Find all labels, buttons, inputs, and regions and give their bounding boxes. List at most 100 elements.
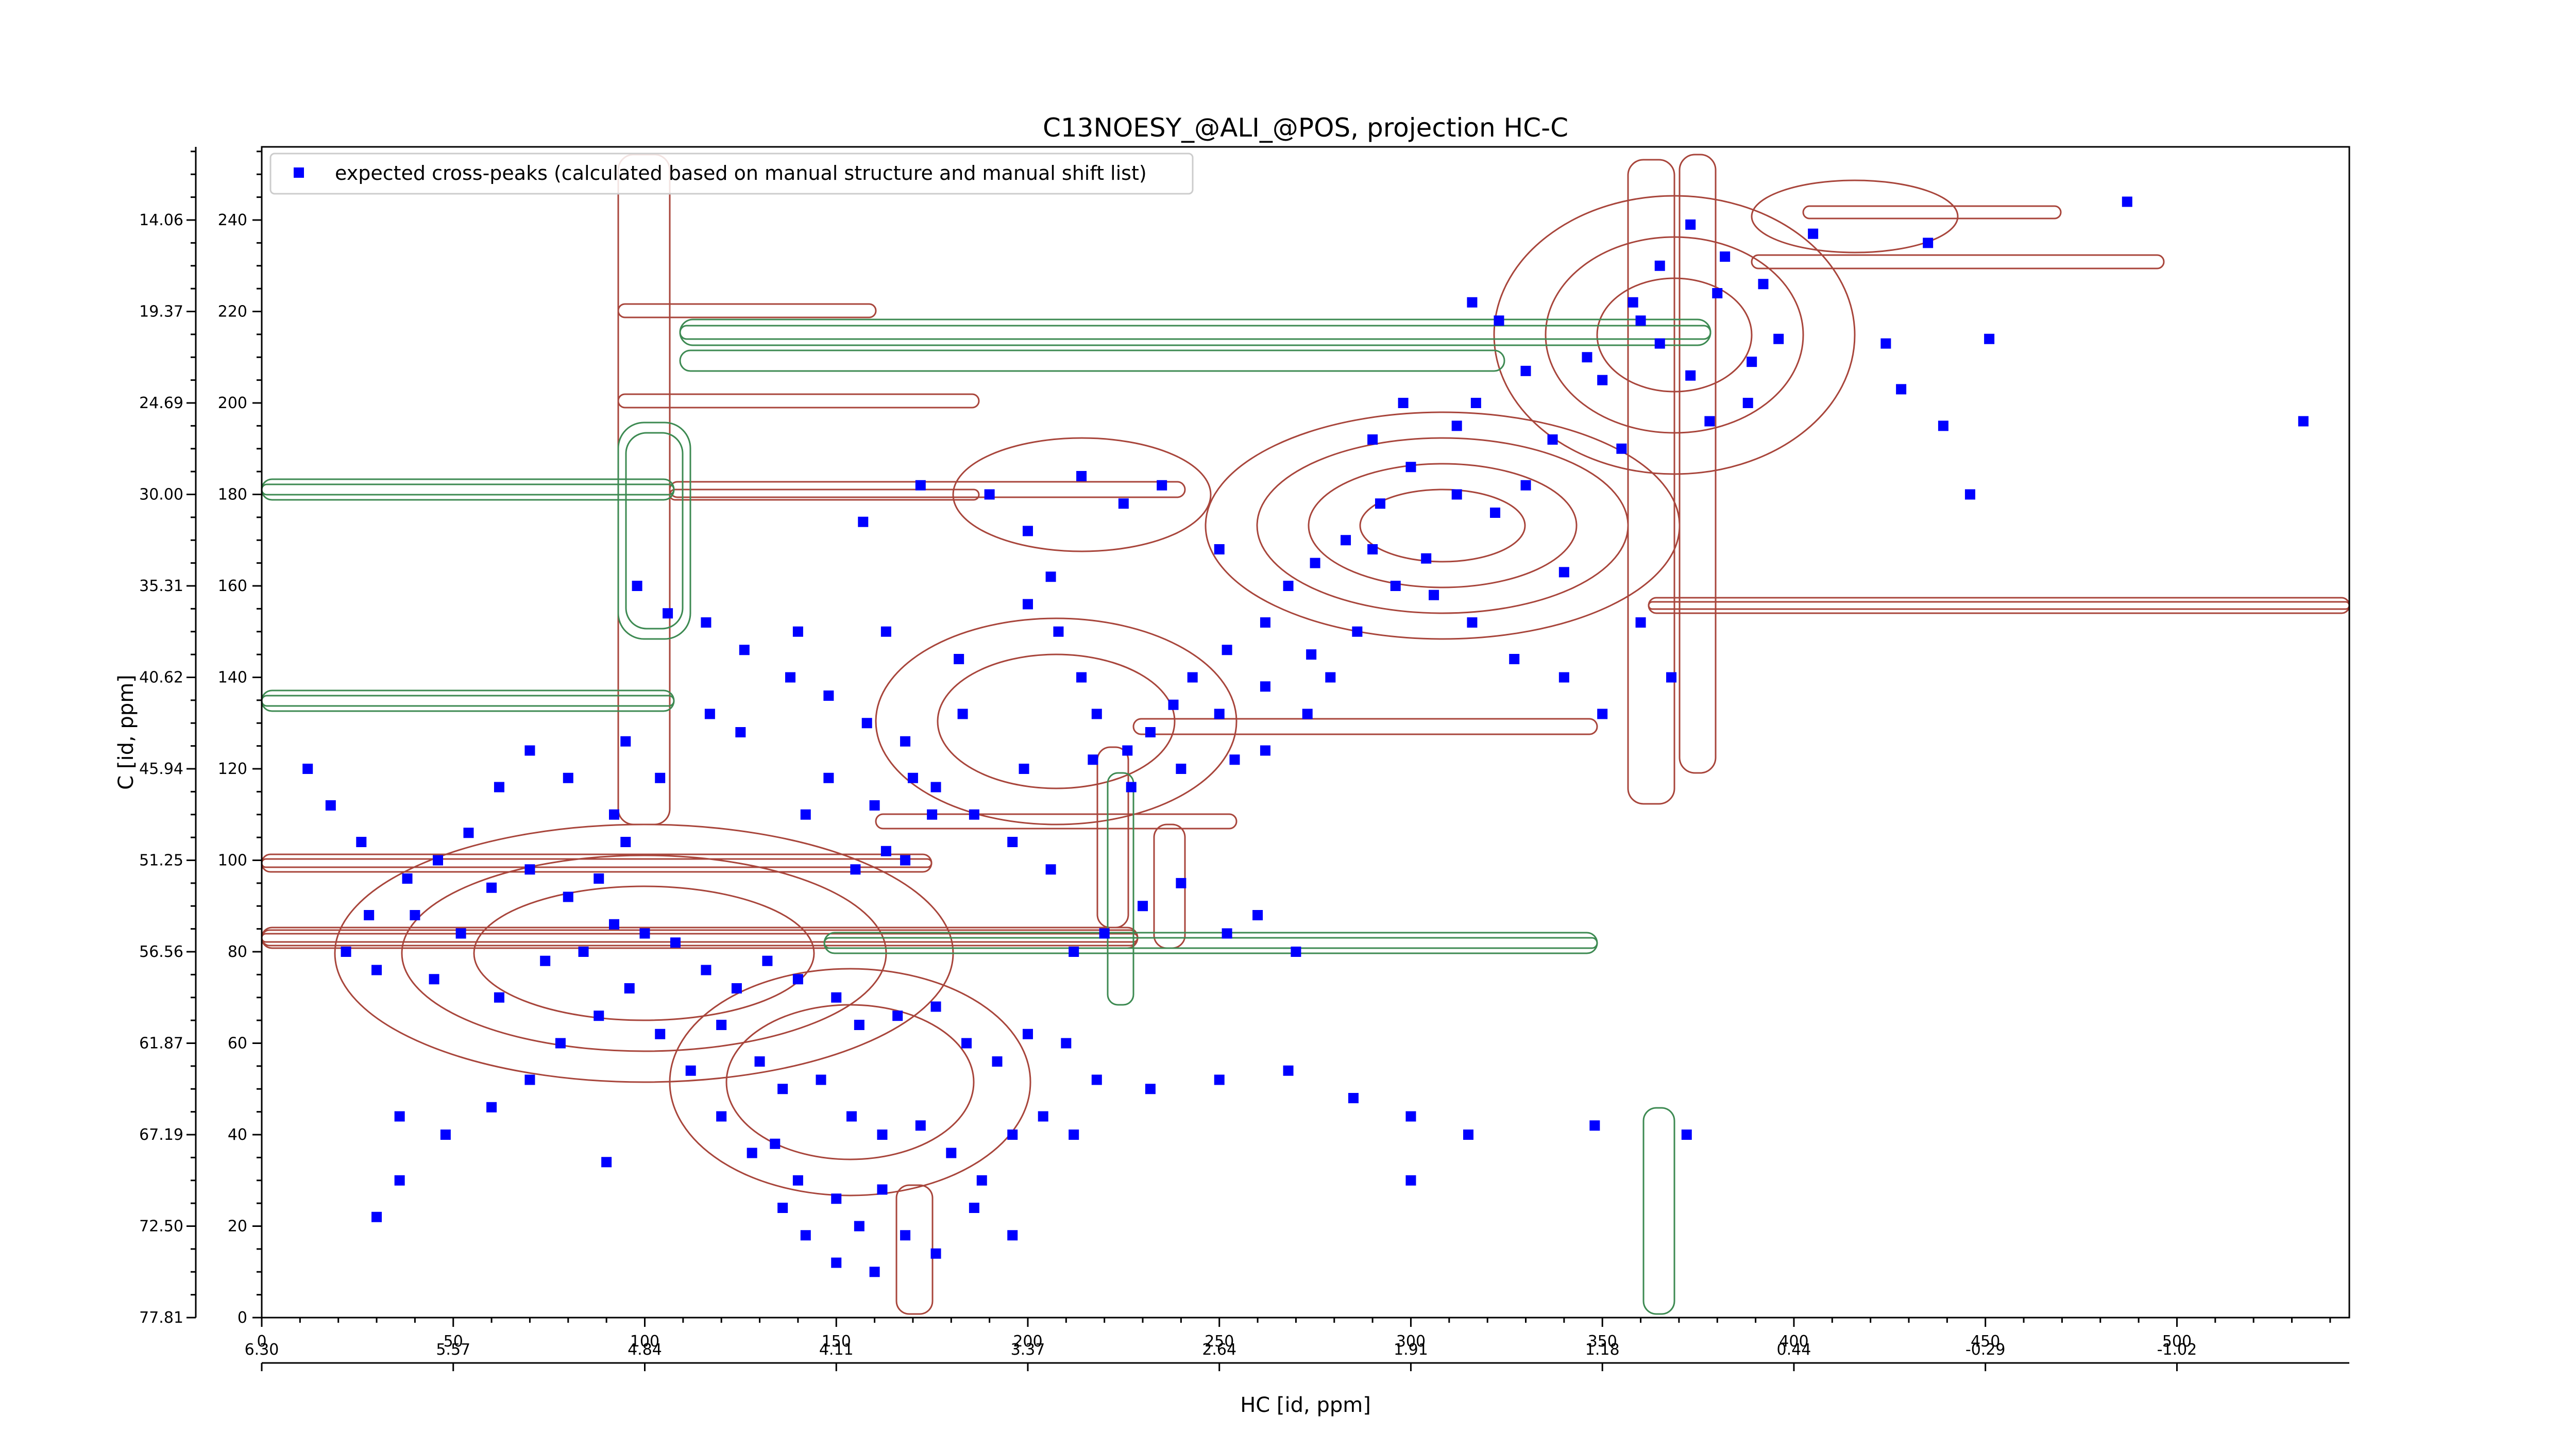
cross-peak-point [1310,558,1320,568]
cross-peak-point [777,1084,788,1094]
x-secondary-tick-label: 5.57 [436,1341,470,1359]
cross-peak-point [1470,398,1481,408]
contour-band [1627,159,1675,805]
cross-peak-point [1283,581,1294,591]
cross-peak-point [1007,1130,1018,1140]
cross-peak-point [1045,864,1056,875]
cross-peak-point [846,1111,857,1122]
negative-contour-band [262,483,675,496]
y-secondary-tick-label: 40.62 [139,669,183,687]
cross-peak-point [816,1074,826,1085]
x-axis-label: HC [id, ppm] [1240,1393,1371,1417]
cross-peak-point [735,727,746,737]
cross-peak-point [1896,384,1907,395]
cross-peak-point [563,891,573,902]
cross-peak-point [701,965,711,975]
cross-peak-point [1467,297,1478,308]
y-secondary-tick-label: 45.94 [139,760,183,778]
cross-peak-point [992,1056,1003,1067]
y-secondary-tick-label: 35.31 [139,577,183,595]
cross-peak-point [639,928,650,939]
cross-peak-point [402,873,413,884]
cross-peak-point [1405,462,1416,473]
contour-cluster [1359,488,1526,563]
cross-peak-point [632,581,642,591]
y-axis-secondary: 77.81 72.50 67.19 61.87 56.56 51.25 45.94 40.62… [139,147,197,1327]
cross-peak-point [1007,837,1018,847]
y-secondary-tick-label: 24.69 [139,394,183,412]
cross-peak-point [1076,672,1087,683]
contour-cluster [1256,437,1629,614]
cross-peak-point [1712,288,1723,298]
x-tick-label: 0 [257,1333,266,1351]
cross-peak-point [1398,398,1409,408]
cross-peak-point [486,882,497,893]
y-tick-label: 240 [218,211,247,229]
cross-peak-point [1214,709,1225,719]
cross-peak-point [1681,1130,1692,1140]
cross-peak-point [302,764,313,774]
cross-peak-point [440,1130,451,1140]
cross-peak-point [1007,1230,1018,1241]
cross-peak-point [486,1102,497,1113]
cross-peak-point [900,736,911,747]
cross-peak-point [792,626,803,637]
y-tick-label: 160 [218,577,247,595]
cross-peak-point [877,1130,888,1140]
cross-peak-point [341,947,351,957]
cross-peak-point [731,983,742,993]
contour-cluster [669,968,1031,1197]
cross-peak-point [1367,434,1378,445]
cross-peak-point [1451,489,1462,500]
cross-peak-point [861,718,872,729]
contour-band [1802,205,2062,220]
x-tick-label: 100 [630,1333,659,1351]
y-secondary-tick-label: 67.19 [139,1126,183,1144]
cross-peak-point [957,709,968,719]
contour-cluster [473,885,815,1021]
cross-peak-point [594,873,604,884]
cross-peak-point [969,809,979,820]
cross-peak-point [880,626,891,637]
cross-peak-point [655,772,666,783]
cross-peak-point [1176,764,1187,774]
cross-peak-point [915,480,926,491]
cross-peak-point [356,837,367,847]
cross-peak-point [1019,764,1029,774]
cross-peak-point [494,782,504,793]
cross-peak-point [1666,672,1677,683]
cross-peak-point [1597,709,1608,719]
contour-cluster [1596,277,1753,393]
cross-peak-point [1367,544,1378,554]
cross-peak-point [1045,571,1056,582]
y-tick-label: 220 [218,303,247,321]
cross-peak-point [433,855,444,866]
x-axis: 0 50 100 150 200 250 300 350 400 450 500 [257,1318,2331,1351]
cross-peak-point [1260,745,1270,756]
cross-peak-point [823,772,834,783]
x-secondary-tick-label: 1.18 [1585,1341,1620,1359]
cross-peak-point [800,1230,811,1241]
cross-peak-point [1390,581,1401,591]
cross-peak-point [1773,333,1784,344]
cross-peak-point [754,1056,765,1067]
x-tick-label: 300 [1396,1333,1426,1351]
cross-peak-point [394,1175,405,1186]
cross-peak-point [1747,357,1757,367]
cross-peak-point [563,772,573,783]
chart-title: C13NOESY_@ALI_@POS, projection HC-C [1043,113,1568,143]
cross-peak-point [325,800,336,811]
plot-area [262,147,2349,1318]
x-tick-label: 350 [1588,1333,1617,1351]
y-secondary-tick-label: 77.81 [139,1309,183,1327]
legend-marker [294,167,304,178]
cross-peak-point [1053,626,1064,637]
cross-peak-point [1494,315,1504,326]
cross-peak-point [1654,338,1665,349]
cross-peak-point [1685,219,1696,230]
cross-peak-point [1758,279,1769,290]
legend: expected cross-peaks (calculated based o… [269,153,1194,195]
y-secondary-tick-label: 56.56 [139,943,183,961]
negative-contour-band [1107,772,1134,1006]
cross-peak-point [1145,1084,1156,1094]
